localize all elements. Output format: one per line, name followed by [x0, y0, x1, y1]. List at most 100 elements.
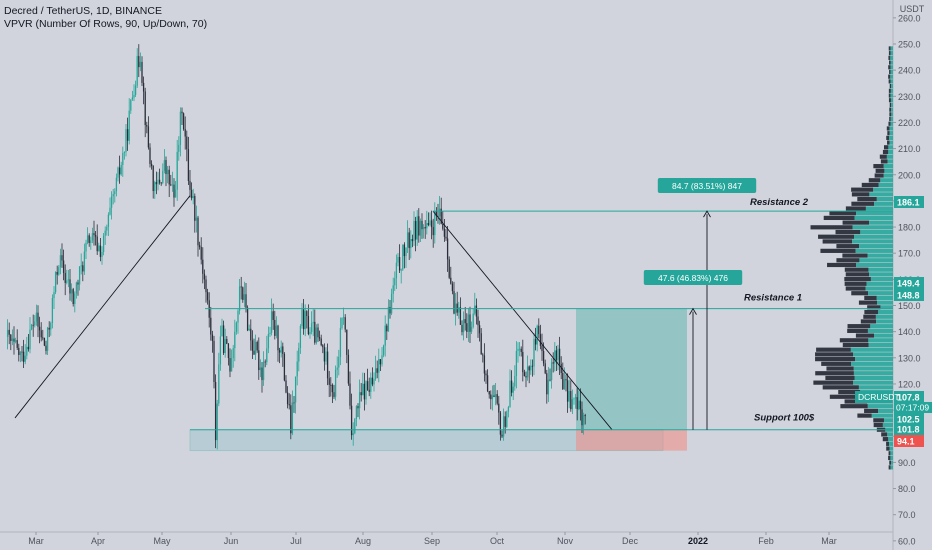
volume-bar-down [888, 455, 891, 461]
candle-body [178, 144, 180, 152]
candle-body [539, 334, 542, 346]
candle-body [405, 247, 407, 257]
candle-body [403, 244, 406, 257]
volume-bar-down [875, 168, 885, 173]
volume-bar-down [883, 145, 889, 150]
y-tick-label: 170.0 [898, 249, 921, 259]
candle-body [418, 216, 420, 236]
candle-body [453, 291, 455, 314]
volume-bar-up [889, 140, 893, 145]
candle-body [501, 434, 503, 437]
candle-body [126, 129, 129, 141]
trendline-2 [432, 210, 613, 430]
candle-body [390, 293, 393, 314]
candle-body [483, 355, 486, 374]
candle-body [534, 339, 537, 345]
volume-bar-down [886, 446, 890, 451]
candle-body [350, 405, 353, 436]
volume-bar-down [889, 102, 892, 108]
candle-body [474, 305, 476, 314]
volume-bar-down [851, 291, 869, 296]
y-tick-label: 120.0 [898, 379, 921, 389]
x-tick-label: Sep [424, 536, 440, 546]
candle-body [363, 383, 366, 400]
y-tick-label: 60.0 [898, 536, 916, 546]
candle-body [205, 279, 207, 293]
y-tick-label: 130.0 [898, 353, 921, 363]
trendline-1 [14, 195, 191, 419]
candle-body [277, 325, 279, 351]
candle-body [62, 260, 65, 273]
stop-zone [576, 429, 687, 451]
candle-body [256, 341, 258, 351]
volume-bar-up [882, 422, 893, 428]
volume-bar-up [854, 375, 893, 381]
volume-bar-up [884, 168, 893, 173]
candle-body [32, 324, 34, 326]
volume-bar-down [888, 93, 891, 98]
volume-bar-up [853, 371, 893, 376]
volume-bar-up [856, 262, 893, 268]
candle-body [160, 182, 162, 184]
candle-body [27, 346, 30, 350]
candle-body [317, 327, 319, 338]
volume-bar-down [810, 225, 853, 230]
candle-body [515, 350, 518, 376]
candle-body [14, 340, 17, 342]
candle-body [288, 404, 290, 406]
volume-bar-down [888, 74, 891, 79]
candle-body [11, 338, 14, 341]
candle-body [490, 394, 492, 400]
candle-body [442, 223, 444, 229]
candle-body [504, 416, 506, 427]
candle-body [80, 265, 82, 267]
candle-body [192, 196, 194, 199]
candle-body [34, 321, 36, 326]
candle-body [150, 163, 153, 167]
candle-body [211, 334, 214, 341]
candle-body [238, 286, 241, 311]
candle-body [269, 332, 271, 334]
candle-body [158, 179, 161, 183]
candle-body [411, 239, 414, 242]
volume-bar-up [860, 229, 893, 235]
candle-body [400, 269, 402, 271]
volume-bar-down [840, 404, 868, 409]
candle-body [75, 282, 78, 294]
volume-bar-up [850, 347, 893, 352]
candle-body [429, 220, 431, 225]
candle-body [18, 347, 20, 355]
candle-body [291, 402, 294, 434]
candle-body [8, 329, 10, 335]
candle-body [458, 307, 460, 313]
x-tick-label: 2022 [688, 536, 708, 546]
candle-body [338, 356, 340, 368]
candle-body [77, 282, 79, 285]
candle-body [179, 111, 182, 145]
volume-bar-down [888, 98, 891, 103]
candle-body [186, 136, 188, 150]
candle-body [302, 309, 305, 330]
candle-body [419, 220, 422, 236]
candle-body [486, 375, 489, 392]
candle-body [512, 386, 514, 393]
candle-body [138, 56, 140, 68]
candle-body [203, 273, 206, 280]
candle-body [243, 294, 246, 300]
candle-body [427, 223, 430, 225]
volume-bar-down [879, 154, 887, 159]
volume-bar-down [844, 281, 867, 286]
price-label-bg [894, 196, 924, 208]
candle-body [531, 365, 534, 367]
candle-body [406, 232, 409, 248]
candle-body [558, 348, 561, 365]
candle-body [54, 271, 57, 293]
candle-body [557, 348, 559, 361]
candle-body [234, 331, 236, 349]
volume-bar-up [878, 408, 893, 413]
price-label: 94.1 [897, 437, 915, 447]
volume-bar-down [838, 389, 861, 395]
volume-bar-up [890, 451, 893, 456]
